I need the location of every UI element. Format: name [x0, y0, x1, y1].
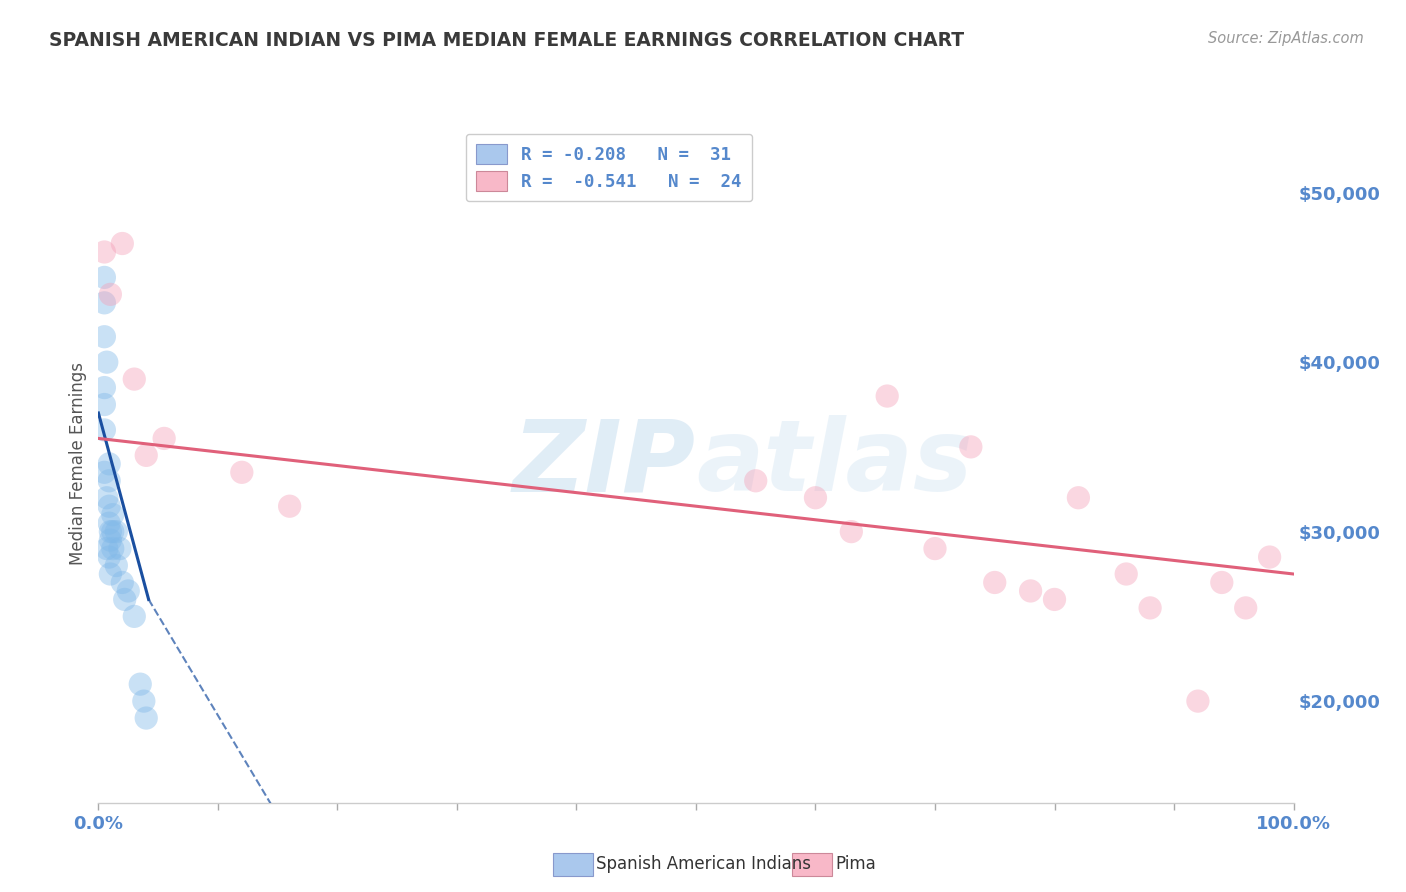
Point [114, 592, 136, 607]
Point [101, 508, 124, 522]
Point [98, 549, 121, 565]
Point [93, 466, 115, 480]
Point [98, 474, 121, 488]
Point [1211, 575, 1233, 590]
Point [105, 524, 128, 539]
Point [98, 457, 121, 471]
Point [231, 466, 253, 480]
Point [1234, 601, 1257, 615]
Text: Spanish American Indians: Spanish American Indians [596, 855, 811, 873]
Point [93, 380, 115, 394]
Point [101, 524, 124, 539]
Point [135, 711, 157, 725]
Point [96, 541, 118, 556]
Point [1019, 583, 1042, 598]
Point [117, 583, 139, 598]
Point [1043, 592, 1066, 607]
Point [111, 575, 134, 590]
Point [96, 355, 118, 369]
Point [1258, 549, 1281, 565]
Point [93, 330, 115, 344]
Point [132, 694, 155, 708]
Point [135, 449, 157, 463]
Point [1115, 567, 1137, 582]
Point [984, 575, 1007, 590]
Point [98, 287, 122, 301]
Point [745, 474, 768, 488]
Point [93, 398, 115, 412]
Point [98, 567, 122, 582]
Point [924, 541, 946, 556]
Point [1139, 601, 1161, 615]
Point [959, 440, 981, 454]
Point [98, 524, 122, 539]
Point [804, 491, 827, 505]
Text: Source: ZipAtlas.com: Source: ZipAtlas.com [1208, 31, 1364, 46]
Point [1187, 694, 1209, 708]
Y-axis label: Median Female Earnings: Median Female Earnings [69, 362, 87, 566]
Point [153, 432, 176, 446]
Text: ZIP: ZIP [513, 416, 696, 512]
Point [98, 533, 122, 547]
Point [841, 524, 863, 539]
Point [129, 677, 152, 691]
Point [111, 236, 134, 251]
Point [93, 244, 115, 259]
Point [101, 541, 124, 556]
Point [96, 491, 118, 505]
Point [105, 558, 128, 573]
Point [93, 270, 115, 285]
Text: Pima: Pima [835, 855, 876, 873]
Text: SPANISH AMERICAN INDIAN VS PIMA MEDIAN FEMALE EARNINGS CORRELATION CHART: SPANISH AMERICAN INDIAN VS PIMA MEDIAN F… [49, 31, 965, 50]
Point [98, 500, 121, 514]
Point [124, 609, 146, 624]
Point [124, 372, 146, 386]
Point [108, 541, 131, 556]
Point [93, 423, 115, 437]
Point [98, 516, 121, 530]
Point [1067, 491, 1090, 505]
Point [93, 296, 115, 310]
Legend: R = -0.208   N =  31, R =  -0.541   N =  24: R = -0.208 N = 31, R = -0.541 N = 24 [465, 134, 752, 202]
Text: atlas: atlas [696, 416, 973, 512]
Point [876, 389, 898, 403]
Point [278, 500, 301, 514]
